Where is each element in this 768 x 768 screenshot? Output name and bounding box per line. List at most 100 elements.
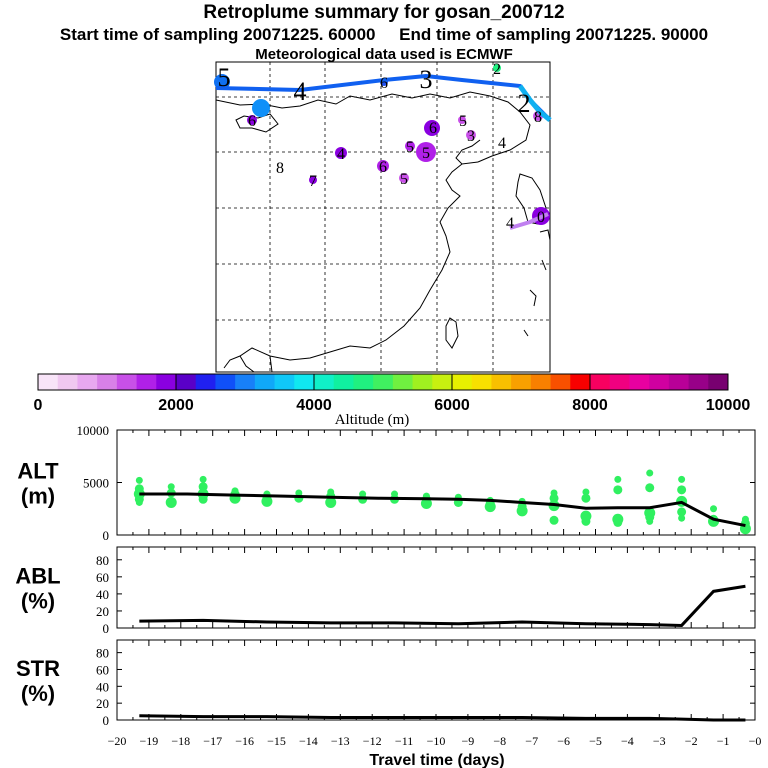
colorbar-swatch-13: [294, 374, 315, 390]
plume-center-4b: [335, 147, 347, 159]
alt-ylabel-1: (m): [21, 484, 55, 509]
colorbar-swatch-8: [195, 374, 216, 390]
alt-scatter-point-14-0: [582, 488, 590, 496]
colorbar-swatch-15: [333, 374, 354, 390]
map-day-label-6: 5: [459, 113, 467, 130]
x-axis: −20 −19 −18 −17 −16 −15 −14 −13 −12 −11 −10 −9 −8 −7 −…: [108, 734, 762, 748]
alt-ytick-1: 5000: [83, 476, 109, 491]
alt-scatter-point-13-1: [549, 493, 559, 503]
colorbar-tick-4: 8000: [572, 397, 608, 414]
alt-scatter-point-15-3: [613, 517, 623, 527]
x-tick-20: −0: [749, 734, 762, 748]
alt-scatter-point-12-2: [516, 505, 528, 517]
x-tick-18: −2: [685, 734, 698, 748]
colorbar-swatch-19: [412, 374, 433, 390]
x-tick-11: −9: [462, 734, 475, 748]
altitude-colorbar: [37, 373, 729, 391]
map-day-label-14: 6: [379, 159, 387, 176]
colorbar-swatch-24: [511, 374, 532, 390]
colorbar-swatch-11: [254, 374, 275, 390]
map-day-label-3: 2: [518, 89, 531, 118]
chart-title: Retroplume summary for gosan_200712: [203, 2, 565, 23]
colorbar-tick-2: 4000: [296, 397, 332, 414]
colorbar-swatch-26: [550, 374, 571, 390]
map-day-label-13: 4: [337, 146, 345, 163]
colorbar-swatch-27: [570, 374, 591, 390]
map-day-label-16: 6: [380, 75, 388, 92]
alt-scatter-point-0-0: [135, 476, 143, 484]
plume-center-3: [466, 130, 476, 140]
abl-ytick-3: 20: [96, 604, 109, 619]
alt-scatter-point-13-3: [549, 515, 559, 525]
x-tick-16: −4: [621, 734, 634, 748]
map-day-label-1: 4: [294, 77, 307, 106]
colorbar-swatch-16: [353, 374, 374, 390]
plume-center-5d: [399, 173, 409, 183]
plume-trajectory-near: [517, 84, 552, 122]
alt-scatter-point-14-3: [581, 516, 591, 526]
colorbar-swatch-34: [708, 374, 729, 390]
x-tick-0: −20: [108, 734, 127, 748]
colorbar-swatch-6: [156, 374, 177, 390]
plume-center-6a: [247, 115, 257, 125]
alt-scatter-point-16-0: [646, 469, 654, 477]
met-data-line: Meteorological data used is ECMWF: [255, 46, 513, 63]
map-day-label-7: 6: [429, 120, 437, 137]
alt-panel: 10000 5000 0 ALT(m): [17, 423, 756, 543]
x-tick-7: −13: [331, 734, 350, 748]
abl-ytick-2: 40: [96, 587, 109, 602]
map-day-label-0: 5: [218, 63, 231, 92]
str-ytick-2: 40: [96, 679, 109, 694]
colorbar-swatch-10: [235, 374, 256, 390]
plume-center-4: [416, 142, 436, 162]
abl-ytick-4: 0: [103, 621, 110, 636]
plume-center-5e: [458, 116, 466, 124]
x-tick-5: −15: [267, 734, 286, 748]
alt-scatter-point-2-0: [199, 475, 207, 483]
x-tick-2: −18: [171, 734, 190, 748]
x-tick-15: −5: [589, 734, 602, 748]
colorbar-swatch-18: [392, 374, 413, 390]
x-tick-13: −7: [525, 734, 538, 748]
map-day-label-8: 5: [406, 139, 414, 156]
alt-scatter-point-1-2: [165, 496, 177, 508]
colorbar-swatch-28: [590, 374, 611, 390]
alt-scatter-point-6-2: [325, 496, 337, 508]
alt-scatter-point-0-4: [135, 498, 143, 506]
alt-scatter-point-18-0: [710, 505, 718, 513]
colorbar-tick-1: 2000: [158, 397, 194, 414]
map-day-label-10: 3: [467, 128, 475, 145]
colorbar-swatch-0: [38, 374, 59, 390]
x-tick-6: −14: [299, 734, 318, 748]
colorbar-tick-0: 0: [34, 397, 43, 414]
colorbar-swatch-20: [432, 374, 453, 390]
colorbar-swatch-12: [274, 374, 295, 390]
colorbar-swatch-14: [314, 374, 335, 390]
alt-scatter-point-2-3: [198, 494, 208, 504]
x-tick-12: −8: [493, 734, 506, 748]
map-day-label-18: 5: [422, 145, 430, 162]
colorbar-swatch-29: [609, 374, 630, 390]
alt-scatter-point-17-4: [678, 514, 686, 522]
map-day-label-12: 7: [309, 173, 317, 190]
alt-scatter-point-1-0: [167, 483, 175, 491]
colorbar-label: Altitude (m): [335, 412, 410, 428]
alt-scatter-point-2-1: [198, 482, 208, 492]
alt-series-line: [139, 492, 746, 528]
alt-ylabel-0: ALT: [17, 459, 59, 484]
plume-center-7: [309, 176, 317, 184]
map-day-label-19: 4: [506, 215, 514, 232]
colorbar-ticks: 0 2000 4000 6000 8000 10000: [34, 374, 750, 414]
str-ytick-0: 80: [96, 646, 109, 661]
map-markers: [214, 64, 552, 230]
map-day-label-17: 4: [498, 135, 506, 152]
map-day-label-15: 5: [400, 171, 408, 188]
x-tick-4: −16: [235, 734, 254, 748]
plume-center-5b: [252, 99, 270, 117]
alt-scatter-point-11-2: [484, 501, 496, 513]
map-day-label-11: 8: [276, 160, 284, 177]
x-tick-1: −19: [140, 734, 159, 748]
map-day-label-4: 6: [248, 113, 256, 130]
